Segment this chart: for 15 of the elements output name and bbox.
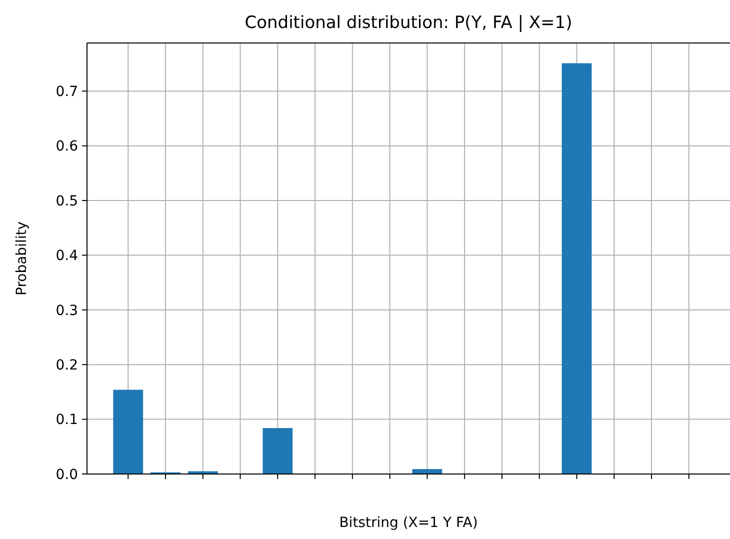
bar [262, 428, 293, 474]
y-tick-label: 0.3 [56, 302, 78, 319]
y-tick-label: 0.5 [56, 193, 78, 210]
chart-title: Conditional distribution: P(Y, FA | X=1) [244, 13, 572, 33]
bar [412, 469, 442, 474]
y-tick-label: 0.2 [56, 358, 78, 374]
bar [113, 390, 144, 474]
bar [562, 63, 592, 474]
y-tick-label: 0.1 [56, 412, 78, 428]
y-tick-label: 0.6 [56, 138, 78, 155]
y-tick-label: 0.4 [56, 248, 78, 264]
x-axis-title: Bitstring (X=1 Y FA) [339, 515, 478, 531]
y-axis-title: Probability [14, 221, 30, 296]
y-tick-label: 0.0 [56, 466, 78, 483]
y-tick-label: 0.7 [56, 84, 78, 100]
